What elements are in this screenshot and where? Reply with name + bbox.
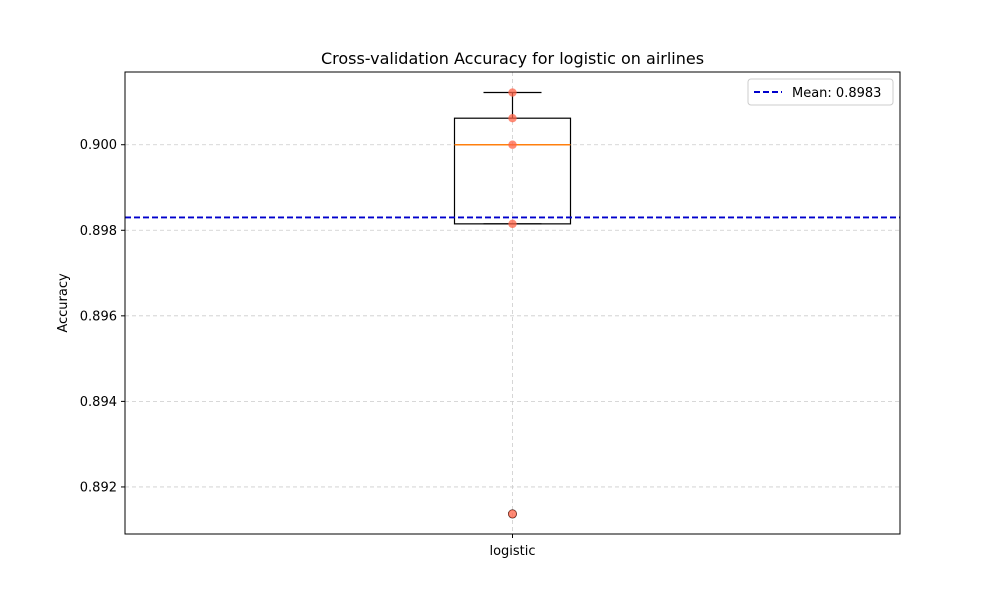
legend: Mean: 0.8983: [747, 78, 894, 106]
y-tick-label: 0.894: [80, 395, 117, 410]
legend-mean-label: Mean: 0.8983: [792, 86, 881, 101]
x-tick-label: logistic: [489, 544, 535, 559]
y-tick-label: 0.896: [80, 309, 117, 324]
data-point: [508, 219, 517, 229]
data-point: [508, 88, 517, 97]
y-tick-label: 0.898: [80, 224, 117, 239]
y-axis-label: Accuracy: [56, 273, 71, 333]
y-tick-label: 0.900: [80, 138, 117, 153]
data-point: [508, 140, 517, 149]
data-points: [508, 88, 517, 519]
data-point: [508, 114, 517, 123]
x-axis-ticks: logistic: [489, 534, 536, 559]
y-tick-label: 0.892: [80, 480, 117, 495]
legend-frame: [747, 78, 894, 106]
data-point: [508, 509, 517, 519]
grid: [125, 72, 900, 534]
chart-title: Cross-validation Accuracy for logistic o…: [321, 49, 704, 68]
y-axis-ticks: 0.892 0.894 0.896 0.898 0.900: [80, 138, 125, 495]
